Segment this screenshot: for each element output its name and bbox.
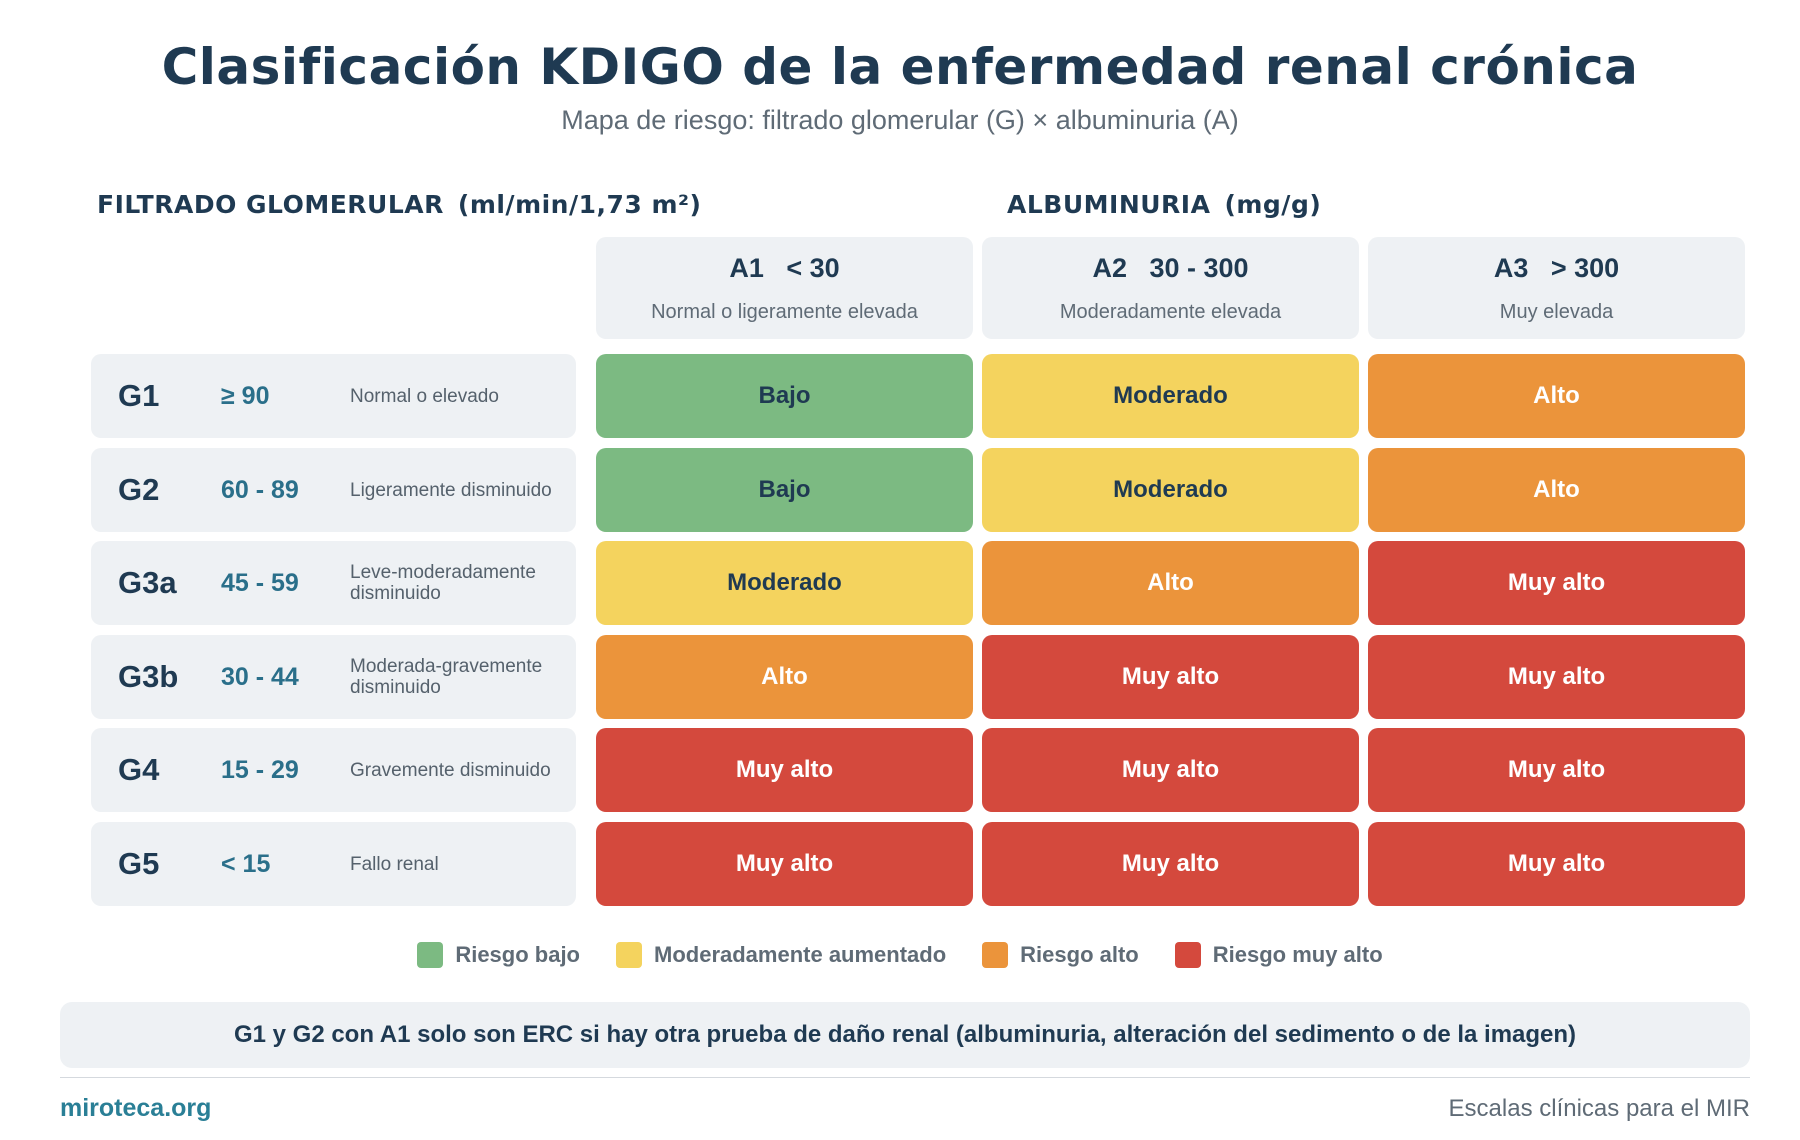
risk-cell-very-high: Muy alto <box>1368 541 1745 625</box>
risk-cell-high: Alto <box>596 635 973 719</box>
row-range: 45 - 59 <box>221 568 299 597</box>
clinical-note: G1 y G2 con A1 solo son ERC si hay otra … <box>60 1002 1750 1068</box>
legend-swatch <box>616 942 642 968</box>
column-description: Normal o ligeramente elevada <box>651 301 918 323</box>
legend-label: Riesgo alto <box>1020 942 1139 967</box>
legend-swatch <box>417 942 444 968</box>
row-description: Moderada-gravemente disminuido <box>350 656 543 698</box>
legend-item-low: Riesgo bajo <box>417 942 580 968</box>
row-header-g1: G1 ≥ 90 Normal o elevado <box>91 354 576 438</box>
row-header-g5: G5 < 15 Fallo renal <box>91 822 576 906</box>
row-range: 30 - 44 <box>221 662 299 691</box>
column-header-a1: A1 < 30 Normal o ligeramente elevada <box>596 237 973 339</box>
risk-cell-very-high: Muy alto <box>982 822 1359 906</box>
gfr-section-heading: FILTRADO GLOMERULAR (ml/min/1,73 m²) <box>97 190 701 219</box>
albuminuria-section-unit: (mg/g) <box>1224 190 1322 219</box>
row-header-g3a: G3a 45 - 59 Leve-moderadamente disminuid… <box>91 541 576 625</box>
column-code: A1 < 30 <box>729 253 840 283</box>
row-header-g2: G2 60 - 89 Ligeramente disminuido <box>91 448 576 532</box>
row-description: Leve-moderadamente disminuido <box>350 562 536 604</box>
footer-tagline: Escalas clínicas para el MIR <box>1448 1095 1750 1122</box>
page-subtitle: Mapa de riesgo: filtrado glomerular (G) … <box>561 105 1239 135</box>
row-header-g4: G4 15 - 29 Gravemente disminuido <box>91 728 576 812</box>
column-header-a2: A2 30 - 300 Moderadamente elevada <box>982 237 1359 339</box>
albuminuria-section-label: ALBUMINURIA <box>1007 190 1211 219</box>
row-range: < 15 <box>221 849 271 878</box>
row-header-g3b: G3b 30 - 44 Moderada-gravemente disminui… <box>91 635 576 719</box>
gfr-section-label: FILTRADO GLOMERULAR <box>97 190 444 219</box>
risk-cell-high: Alto <box>1368 354 1745 438</box>
column-header-a3: A3 > 300 Muy elevada <box>1368 237 1745 339</box>
footer-divider <box>60 1077 1750 1078</box>
risk-cell-high: Alto <box>982 541 1359 625</box>
legend-item-very-high: Riesgo muy alto <box>1174 942 1383 968</box>
column-description: Muy elevada <box>1499 301 1614 323</box>
risk-cell-very-high: Muy alto <box>1368 822 1745 906</box>
legend-item-high: Riesgo alto <box>982 942 1139 968</box>
risk-cell-very-high: Muy alto <box>596 822 973 906</box>
legend-swatch <box>1174 942 1201 968</box>
row-code: G2 <box>118 472 160 507</box>
legend-swatch <box>982 942 1009 968</box>
risk-cell-low: Bajo <box>596 354 973 438</box>
risk-cell-very-high: Muy alto <box>1368 728 1745 812</box>
column-code: A2 30 - 300 <box>1092 253 1249 283</box>
column-description: Moderadamente elevada <box>1059 301 1282 323</box>
row-range: 15 - 29 <box>221 755 299 784</box>
row-code: G4 <box>118 752 160 787</box>
row-code: G1 <box>118 378 160 413</box>
risk-cell-moderate: Moderado <box>982 354 1359 438</box>
legend-item-moderate: Moderadamente aumentado <box>616 942 946 968</box>
row-description: Fallo renal <box>350 853 439 875</box>
albuminuria-section-heading: ALBUMINURIA (mg/g) <box>1007 190 1321 219</box>
column-code: A3 > 300 <box>1493 253 1620 283</box>
row-code: G3a <box>118 565 177 600</box>
risk-cell-high: Alto <box>1368 448 1745 532</box>
risk-cell-very-high: Muy alto <box>982 728 1359 812</box>
legend-label: Riesgo bajo <box>455 942 580 967</box>
row-code: G5 <box>118 846 160 881</box>
risk-cell-very-high: Muy alto <box>982 635 1359 719</box>
risk-cell-moderate: Moderado <box>596 541 973 625</box>
risk-cell-very-high: Muy alto <box>1368 635 1745 719</box>
legend: Riesgo bajo Moderadamente aumentado Ries… <box>0 942 1800 968</box>
risk-cell-low: Bajo <box>596 448 973 532</box>
legend-label: Riesgo muy alto <box>1212 942 1383 967</box>
row-range: 60 - 89 <box>221 475 299 504</box>
page-title: Clasificación KDIGO de la enfermedad ren… <box>161 38 1639 96</box>
gfr-section-unit: (ml/min/1,73 m²) <box>457 190 702 219</box>
row-description: Gravemente disminuido <box>350 759 551 781</box>
row-description: Normal o elevado <box>350 385 499 407</box>
site-link[interactable]: miroteca.org <box>60 1094 212 1122</box>
risk-cell-moderate: Moderado <box>982 448 1359 532</box>
risk-cell-very-high: Muy alto <box>596 728 973 812</box>
row-range: ≥ 90 <box>221 381 270 410</box>
row-description: Ligeramente disminuido <box>350 479 552 501</box>
row-code: G3b <box>118 659 179 694</box>
legend-label: Moderadamente aumentado <box>654 942 947 967</box>
